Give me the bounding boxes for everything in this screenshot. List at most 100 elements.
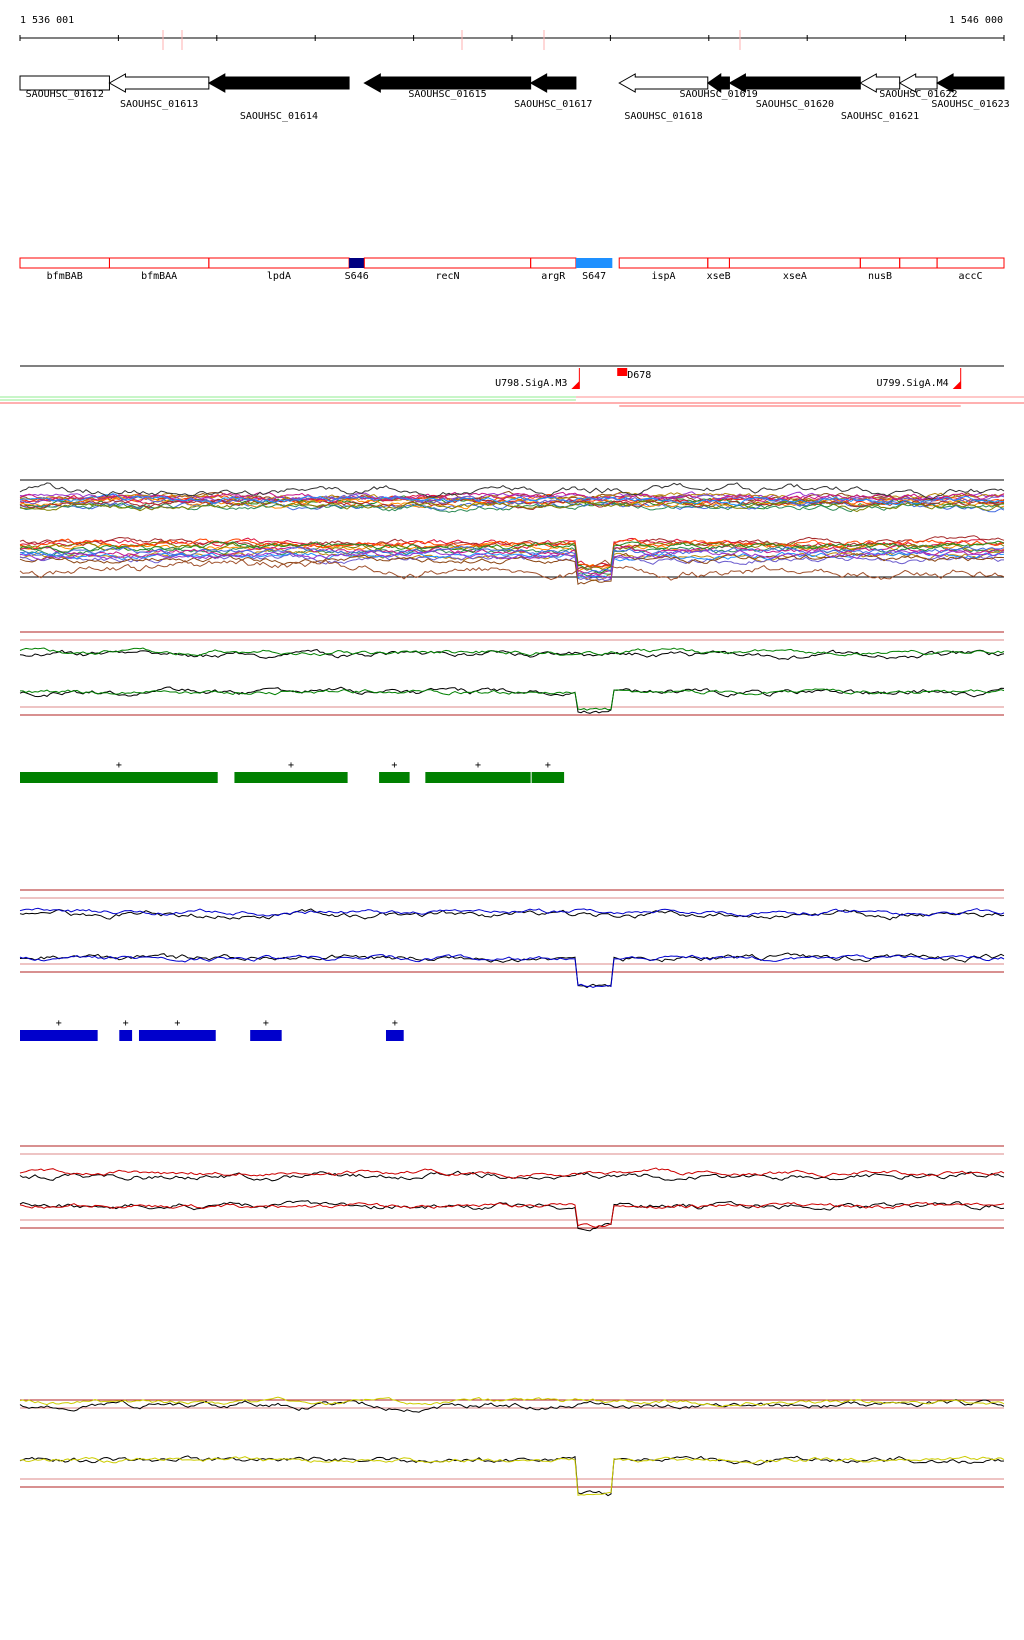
gene-label: SAOUHSC_01619 (679, 89, 757, 100)
segment-bar (385, 1030, 404, 1041)
feature-box (530, 257, 577, 269)
gene-label: SAOUHSC_01620 (756, 99, 834, 110)
feature-label: S646 (345, 271, 369, 282)
segment-sign: + (288, 760, 294, 771)
segment-bar (20, 1030, 98, 1041)
yellow-expression-panel (19, 1396, 1005, 1497)
feature-block (349, 258, 365, 268)
feature-label: lpdA (267, 271, 291, 282)
red-expression-panel (19, 1145, 1005, 1232)
gene-label: SAOUHSC_01613 (120, 99, 198, 110)
feature-label: accC (958, 271, 982, 282)
transcript-start-marker (617, 368, 628, 376)
blue-segment-track: + + + + + (20, 1018, 404, 1041)
signal-trace-lower (19, 952, 1005, 989)
signal-trace-upper (19, 1170, 1005, 1182)
feature-label: S647 (582, 271, 606, 282)
segment-bar (119, 1030, 133, 1041)
gene-arrow (108, 73, 210, 93)
signal-trace-lower (19, 954, 1005, 989)
signal-trace-lower (20, 688, 1005, 711)
transcript-end-marker (571, 381, 580, 389)
feature-label: ispA (651, 271, 675, 282)
segment-sign: + (391, 760, 397, 771)
segment-bar (20, 772, 218, 783)
profile-line-upper (19, 497, 1005, 511)
feature-box (208, 257, 350, 269)
profile-line-lower (19, 545, 1005, 576)
transcript-label: U798.SigA.M3 (495, 378, 567, 389)
segment-sign: + (116, 760, 122, 771)
transcript-end-marker (952, 381, 961, 389)
gene-arrow (936, 73, 1005, 93)
profile-line-lower (19, 540, 1005, 574)
transcript-track: U798.SigA.M3 D678 U799.SigA.M4 (0, 365, 1024, 407)
feature-box (19, 257, 110, 269)
gene-arrow (19, 75, 110, 91)
green-expression-panel (19, 631, 1005, 716)
profile-line-lower (19, 558, 1005, 581)
transcript-label: U799.SigA.M4 (876, 378, 948, 389)
feature-label: bfmBAB (47, 271, 83, 282)
profile-line-upper (19, 482, 1005, 501)
segment-bar (250, 1030, 282, 1041)
profile-line-upper (19, 493, 1004, 506)
feature-label: xseB (707, 271, 731, 282)
segment-bar (379, 772, 410, 783)
feature-track: bfmBAB bfmBAA lpdA S646 recN argR S647 ispA xseB… (19, 257, 1005, 282)
segment-bar (531, 772, 565, 783)
segment-sign: + (475, 760, 481, 771)
feature-label: bfmBAA (141, 271, 177, 282)
segment-bar (234, 772, 348, 783)
gene-label: SAOUHSC_01615 (408, 89, 486, 100)
segment-sign: + (123, 1018, 129, 1029)
end-coordinate-label: 1 546 000 (949, 15, 1003, 26)
gene-label: SAOUHSC_01618 (624, 111, 702, 122)
segment-bar (138, 1030, 216, 1041)
feature-label: nusB (868, 271, 892, 282)
feature-label: argR (541, 271, 566, 282)
gene-label: SAOUHSC_01612 (26, 89, 104, 100)
segment-bar (425, 772, 531, 783)
gene-arrow (529, 73, 577, 93)
green-segment-track: + + + + + (20, 760, 565, 783)
coordinate-ruler: 1 536 001 1 546 000 (19, 15, 1005, 50)
gene-arrow (207, 73, 350, 93)
segment-sign: + (545, 760, 551, 771)
segment-sign: + (263, 1018, 269, 1029)
gene-label: SAOUHSC_01617 (514, 99, 592, 110)
signal-trace-upper (19, 1396, 1005, 1408)
gene-arrow (728, 73, 861, 93)
profile-line-upper (19, 493, 1005, 507)
segment-sign: + (56, 1018, 62, 1029)
profile-line-upper (19, 491, 1005, 503)
feature-box (108, 257, 210, 269)
feature-box (707, 257, 730, 269)
gene-label: SAOUHSC_01621 (841, 111, 919, 122)
segment-sign: + (392, 1018, 398, 1029)
feature-box (859, 257, 901, 269)
gene-label: SAOUHSC_01614 (240, 111, 318, 122)
profile-line-lower (20, 540, 1005, 572)
feature-box (363, 257, 532, 269)
ruler-ticks (19, 30, 1005, 50)
profile-line-lower (19, 537, 1005, 568)
feature-label: recN (435, 271, 459, 282)
signal-trace-upper (19, 1398, 1005, 1413)
start-coordinate-label: 1 536 001 (20, 15, 74, 26)
signal-trace-upper (19, 647, 1005, 657)
gene-label: SAOUHSC_01622 (879, 89, 957, 100)
feature-box (728, 257, 861, 269)
feature-box (936, 257, 1005, 269)
signal-trace-upper (19, 1167, 1005, 1180)
signal-trace-lower (19, 1201, 1005, 1228)
transcript-label: D678 (627, 370, 651, 381)
feature-block (575, 258, 613, 268)
segment-sign: + (174, 1018, 180, 1029)
profile-line-lower (19, 549, 1005, 580)
gene-label: SAOUHSC_01623 (931, 99, 1009, 110)
profile-line-lower (19, 548, 1005, 582)
feature-label: xseA (783, 271, 807, 282)
signal-trace-lower (19, 1455, 1005, 1497)
